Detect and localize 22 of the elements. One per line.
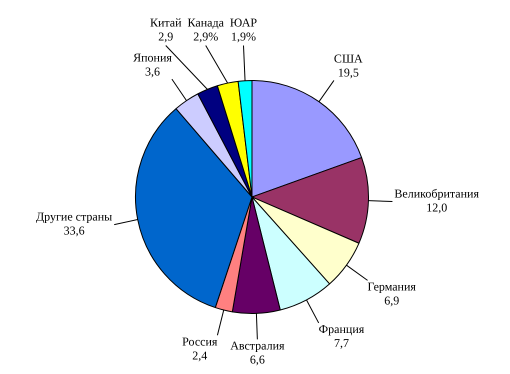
slice-label: Китай <box>150 16 182 30</box>
data-label: 1,9% <box>231 30 256 44</box>
data-label: 12,0 <box>426 200 448 215</box>
slice-label: Франция <box>318 322 365 336</box>
slice-label: Россия <box>182 334 218 348</box>
data-label: 6,9 <box>384 294 400 308</box>
data-label: 2,9 <box>158 30 174 44</box>
slice-label: Япония <box>133 50 172 64</box>
slice-label: Германия <box>368 280 416 294</box>
slice-label: Австралия <box>230 338 286 353</box>
data-label: 33,6 <box>64 224 85 238</box>
slice-label: ЮАР <box>230 16 258 30</box>
data-label: 19,5 <box>338 66 359 80</box>
data-label: 2,9% <box>193 30 218 44</box>
slice-label: Канада <box>188 16 225 30</box>
data-label: 7,7 <box>334 336 349 350</box>
slice-label: США <box>334 52 364 66</box>
slice-label: Другие страны <box>36 210 112 224</box>
slice-label: Великобритания <box>394 186 480 201</box>
data-label: 3,6 <box>145 64 160 78</box>
data-label: 6,6 <box>250 352 265 367</box>
data-label: 2,4 <box>192 348 208 362</box>
